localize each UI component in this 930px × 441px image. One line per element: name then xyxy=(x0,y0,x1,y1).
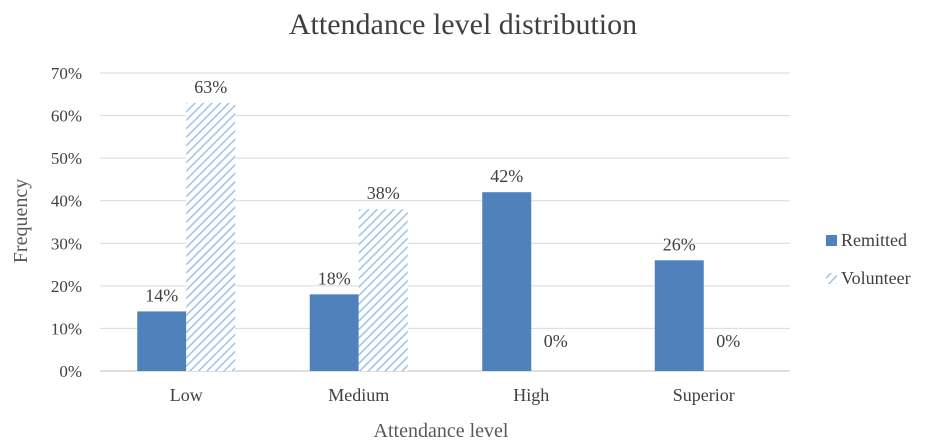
data-label: 26% xyxy=(663,234,696,254)
legend-swatch-remitted xyxy=(826,235,837,246)
legend-label: Volunteer xyxy=(841,268,911,288)
bar-remitted xyxy=(137,311,187,371)
data-label: 63% xyxy=(194,77,227,97)
tick-labels: 0% 10% 20% 30% 40% 50% 60% 70% Low Medium High Supe… xyxy=(51,64,735,405)
bar-remitted xyxy=(309,294,359,371)
y-tick-label: 70% xyxy=(51,64,82,83)
bar-remitted xyxy=(654,260,704,371)
y-tick-label: 0% xyxy=(59,362,82,381)
data-label: 0% xyxy=(544,331,568,351)
y-tick-label: 20% xyxy=(51,277,82,296)
data-label: 0% xyxy=(716,331,740,351)
legend-label: Remitted xyxy=(841,230,907,250)
x-tick-label: Medium xyxy=(328,385,389,405)
data-label: 18% xyxy=(318,268,351,288)
y-axis-label: Frequency xyxy=(10,179,32,263)
x-axis-label: Attendance level xyxy=(374,420,509,441)
x-tick-label: Low xyxy=(170,385,203,405)
legend: Remitted Volunteer xyxy=(826,230,911,288)
legend-swatch-volunteer xyxy=(826,273,837,284)
y-tick-label: 50% xyxy=(51,149,82,168)
bar-volunteer xyxy=(186,102,236,372)
y-tick-label: 30% xyxy=(51,234,82,253)
y-tick-label: 10% xyxy=(51,319,82,338)
x-tick-label: High xyxy=(513,385,549,405)
x-tick-label: Superior xyxy=(673,385,735,405)
bar-volunteer xyxy=(358,209,408,371)
data-label: 38% xyxy=(367,183,400,203)
data-labels: 14% 63% 18% 38% 42% 0% 26% 0% xyxy=(145,77,740,351)
y-tick-label: 60% xyxy=(51,107,82,126)
bars xyxy=(137,102,704,372)
y-tick-label: 40% xyxy=(51,192,82,211)
chart-title: Attendance level distribution xyxy=(289,8,637,41)
data-label: 42% xyxy=(490,166,523,186)
data-label: 14% xyxy=(145,285,178,305)
bar-remitted xyxy=(482,192,532,371)
